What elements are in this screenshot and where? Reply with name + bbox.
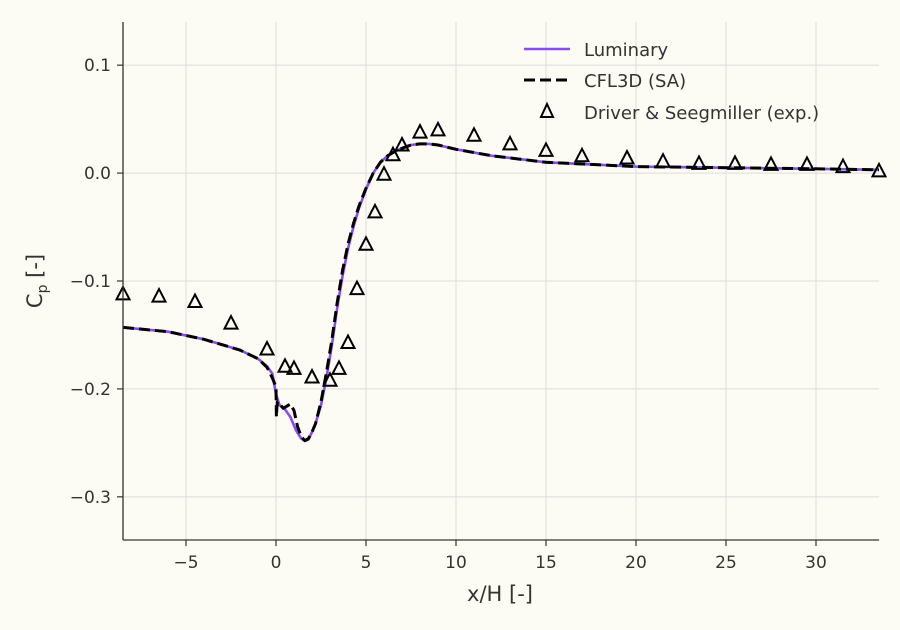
- experiment-point: [537, 141, 555, 157]
- experiment-point: [348, 279, 366, 296]
- legend-swatch-experiment: [539, 101, 555, 118]
- experiment-point: [222, 313, 240, 330]
- y-tick-label: −0.2: [70, 380, 111, 400]
- experiment-point: [573, 146, 591, 163]
- experiment-point: [285, 359, 303, 375]
- experiment-point: [366, 202, 384, 219]
- experiment-point: [384, 145, 402, 162]
- legend: Luminary CFL3D (SA) Driver & Seegmiller …: [524, 40, 819, 124]
- experiment-point: [726, 154, 744, 170]
- x-tick-label: 5: [361, 553, 372, 573]
- experiment-point: [321, 371, 339, 387]
- experiment-point: [276, 357, 294, 373]
- y-tick-label: 0.1: [84, 56, 111, 76]
- y-tick-label: 0.0: [84, 164, 111, 184]
- x-tick-label: −5: [173, 553, 198, 573]
- x-tick-label: 25: [715, 553, 737, 573]
- experiment-point: [429, 120, 447, 137]
- experiment-point: [465, 126, 483, 142]
- experiment-point: [357, 235, 375, 251]
- y-tick-label: −0.1: [70, 272, 111, 292]
- y-axis-label: Cp [-]: [23, 254, 51, 308]
- experiment-point: [798, 155, 816, 171]
- y-axis-label-suffix: [-]: [23, 254, 47, 285]
- experiment-point: [393, 135, 411, 152]
- experiment-point: [411, 122, 429, 139]
- experiment-point: [834, 157, 852, 174]
- series-layer: [114, 120, 888, 443]
- y-axis-label-base: C: [23, 293, 47, 308]
- experiment-point: [501, 134, 519, 151]
- experiment-point: [375, 165, 393, 181]
- experiment-point: [330, 359, 348, 375]
- x-tick-label: 30: [805, 553, 827, 573]
- experiment-point: [303, 367, 321, 384]
- x-ticks: −5 0 5 10 15 20 25 30: [173, 540, 827, 573]
- legend-label-experiment: Driver & Seegmiller (exp.): [584, 103, 819, 124]
- experiment-point: [618, 148, 636, 165]
- experiment-point: [258, 339, 276, 356]
- x-tick-label: 10: [445, 553, 467, 573]
- x-tick-label: 0: [271, 553, 282, 573]
- experiment-point: [150, 286, 168, 303]
- y-tick-label: −0.3: [70, 488, 111, 508]
- experiment-point: [186, 292, 204, 308]
- y-ticks: 0.1 0.0 −0.1 −0.2 −0.3: [70, 56, 123, 508]
- x-tick-label: 20: [625, 553, 647, 573]
- experiment-point: [339, 333, 357, 349]
- grid: [123, 22, 879, 540]
- legend-label-luminary: Luminary: [584, 40, 668, 61]
- y-axis-label-sub: p: [35, 284, 51, 293]
- legend-label-cfl3d: CFL3D (SA): [584, 71, 686, 92]
- series-line-cfl3d-sa: [123, 142, 879, 443]
- experiment-point: [690, 154, 708, 170]
- x-axis-label: x/H [-]: [467, 582, 533, 606]
- x-tick-label: 15: [535, 553, 557, 573]
- experiment-point: [870, 161, 888, 178]
- experiment-point: [762, 155, 780, 171]
- experiment-point: [654, 152, 672, 168]
